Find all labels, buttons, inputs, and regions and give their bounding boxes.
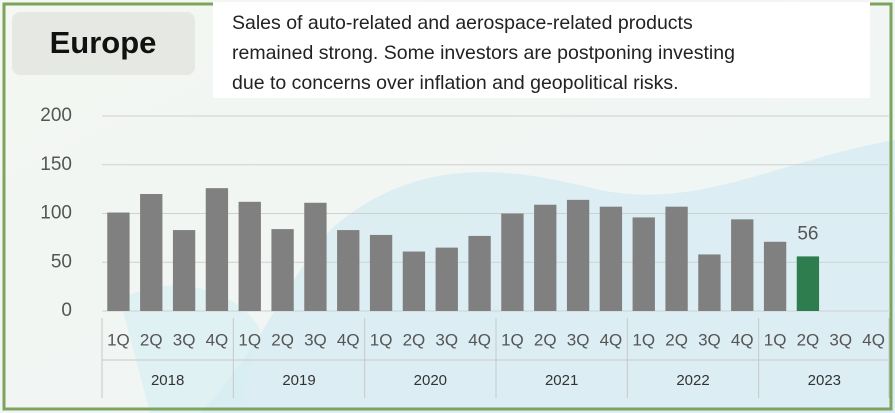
year-label: 2021: [545, 372, 578, 389]
x-tick-label: 4Q: [337, 330, 360, 349]
annotation-line: remained strong. Some investors are post…: [232, 42, 735, 64]
x-tick-label: 2Q: [665, 330, 688, 349]
x-tick-label: 2Q: [534, 330, 557, 349]
y-tick-label: 200: [40, 105, 72, 126]
x-tick-label: 4Q: [206, 330, 229, 349]
x-tick-label: 4Q: [862, 330, 885, 349]
y-tick-label: 100: [40, 203, 72, 224]
bar: [796, 256, 820, 311]
annotation-line: Sales of auto-related and aerospace-rela…: [232, 12, 693, 34]
bar: [468, 235, 491, 311]
x-tick-label: 2Q: [140, 330, 163, 349]
year-label: 2023: [808, 372, 841, 389]
year-label: 2018: [151, 372, 184, 389]
bar: [172, 230, 196, 311]
annotation-box: [213, 2, 870, 98]
bar: [731, 219, 754, 311]
x-tick-label: 3Q: [829, 330, 852, 349]
year-label: 2022: [676, 372, 709, 389]
bar: [566, 199, 590, 311]
x-tick-label: 4Q: [731, 330, 754, 349]
bar: [369, 234, 393, 311]
x-tick-label: 4Q: [600, 330, 623, 349]
bar: [501, 213, 524, 311]
x-tick-label: 1Q: [107, 330, 130, 349]
x-tick-label: 2Q: [797, 330, 820, 349]
bar: [665, 206, 688, 311]
bar: [304, 202, 327, 311]
bar: [271, 229, 294, 311]
x-tick-label: 3Q: [304, 330, 327, 349]
map-shape: [120, 285, 260, 413]
bar: [402, 251, 426, 311]
x-tick-label: 4Q: [468, 330, 491, 349]
x-tick-label: 3Q: [698, 330, 721, 349]
title-box: [12, 12, 195, 75]
y-tick-label: 150: [40, 154, 72, 175]
x-tick-label: 1Q: [501, 330, 524, 349]
bar: [337, 230, 360, 311]
bar: [698, 254, 721, 311]
x-tick-label: 1Q: [632, 330, 655, 349]
x-tick-label: 1Q: [238, 330, 261, 349]
bar: [763, 241, 787, 311]
x-tick-label: 1Q: [370, 330, 393, 349]
x-tick-label: 3Q: [173, 330, 196, 349]
year-label: 2020: [414, 372, 447, 389]
data-label: 56: [797, 223, 818, 244]
annotation-line: due to concerns over inflation and geopo…: [232, 72, 679, 94]
x-tick-label: 2Q: [403, 330, 426, 349]
x-tick-label: 2Q: [271, 330, 294, 349]
year-label: 2019: [282, 372, 315, 389]
bar: [205, 188, 229, 311]
x-tick-label: 1Q: [764, 330, 787, 349]
y-tick-label: 50: [51, 251, 72, 272]
x-tick-label: 3Q: [567, 330, 590, 349]
chart-title: Europe: [50, 25, 157, 60]
bar: [107, 212, 130, 311]
bar: [238, 201, 261, 311]
bar: [599, 206, 623, 311]
y-tick-label: 0: [61, 300, 72, 321]
x-tick-label: 3Q: [435, 330, 458, 349]
bar: [534, 204, 557, 311]
bar: [632, 217, 655, 311]
bar: [435, 247, 458, 311]
bar: [140, 194, 163, 311]
